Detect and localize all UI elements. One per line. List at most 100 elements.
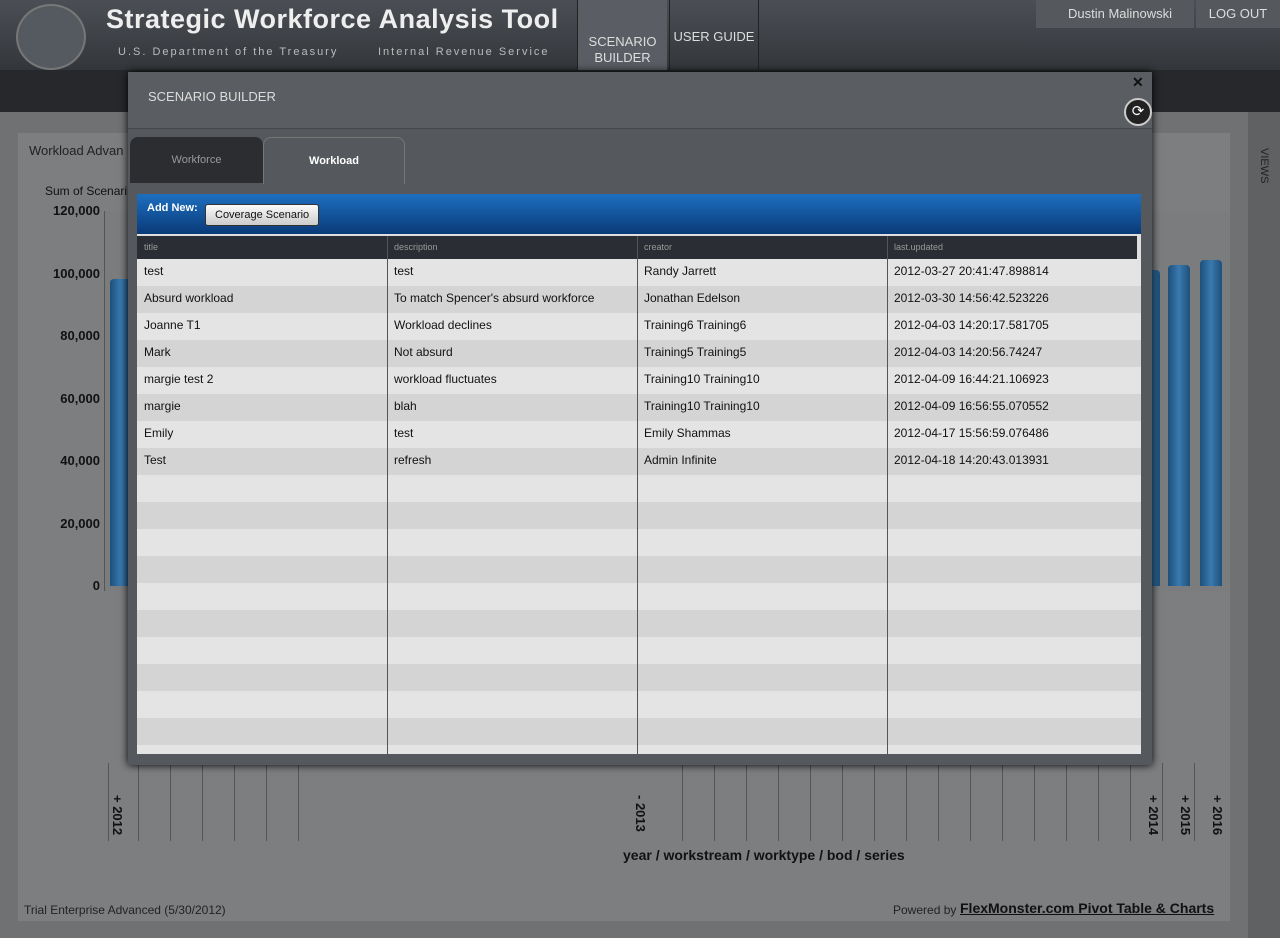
axis-line: [1130, 763, 1131, 841]
y-tick-label: 120,000: [53, 203, 100, 218]
modal: SCENARIO BUILDER ✕ ⟳ Workforce Workload …: [128, 72, 1152, 765]
axis-line: [842, 763, 843, 841]
table-row: [137, 691, 1141, 718]
side-label[interactable]: VIEWS: [1258, 148, 1270, 184]
axis-line: [1002, 763, 1003, 841]
table-row: [137, 583, 1141, 610]
close-button[interactable]: ✕: [1132, 74, 1144, 90]
modal-header: SCENARIO BUILDER ✕ ⟳: [128, 72, 1152, 129]
nav-item[interactable]: USER GUIDE: [669, 0, 759, 70]
x-label: - 2013: [633, 795, 648, 832]
axis-line: [970, 763, 971, 841]
nav-item[interactable]: SCENARIO BUILDER: [577, 0, 667, 70]
axis-line: [1162, 763, 1163, 841]
axis-line: [138, 763, 139, 841]
logout[interactable]: LOG OUT: [1196, 0, 1280, 28]
modal-title: SCENARIO BUILDER: [148, 89, 276, 104]
y-tick-label: 0: [92, 578, 100, 593]
table-row: [137, 502, 1141, 529]
app-title: Strategic Workforce Analysis Tool: [106, 4, 559, 34]
footer-text: Trial Enterprise Advanced (5/30/2012): [24, 903, 226, 917]
subtitle: U.S. Department of the Treasury: [118, 46, 339, 58]
table-row[interactable]: test test Randy Jarrett 2012-03-27 20:41:47…: [137, 259, 1141, 286]
column-header[interactable]: last.updated: [887, 236, 1137, 259]
table-cell: 2012-03-27 20:41:47.898814: [894, 264, 1049, 278]
table-cell: Not absurd: [394, 345, 453, 359]
table-cell: Training10 Training10: [644, 372, 760, 386]
table-cell: blah: [394, 399, 417, 413]
axis-line: [874, 763, 875, 841]
table-cell: workload fluctuates: [394, 372, 497, 386]
table-row[interactable]: Mark Not absurd Training5 Training5 2012-04…: [137, 340, 1141, 367]
table-cell: 2012-04-09 16:56:55.070552: [894, 399, 1049, 413]
refresh-button[interactable]: ⟳: [1124, 98, 1152, 126]
table-cell: Emily: [144, 426, 174, 440]
axis-line: [170, 763, 171, 841]
user-menu[interactable]: Dustin Malinowski: [1036, 0, 1194, 28]
axis-line: [298, 763, 299, 841]
column-header[interactable]: creator: [637, 236, 887, 259]
table-cell: Admin Infinite: [644, 453, 717, 467]
table-cell: test: [144, 264, 164, 278]
table-cell: To match Spencer's absurd workforce: [394, 291, 595, 305]
table-cell: 2012-04-17 15:56:59.076486: [894, 426, 1049, 440]
axis-line: [266, 763, 267, 841]
axis-line: [714, 763, 715, 841]
scenario-table: Add New: Coverage Scenario title descript…: [137, 194, 1141, 754]
table-cell: Absurd workload: [144, 291, 234, 305]
axis-line: [202, 763, 203, 841]
table-row[interactable]: margie test 2 workload fluctuates Training…: [137, 367, 1141, 394]
axis-line: [1066, 763, 1067, 841]
table-cell: margie: [144, 399, 181, 413]
table-row[interactable]: Emily test Emily Shammas 2012-04-17 15:56:5…: [137, 421, 1141, 448]
axis-line: [906, 763, 907, 841]
tab[interactable]: Workforce: [130, 137, 263, 183]
add-label: Add New:: [147, 202, 198, 214]
y-tick-label: 20,000: [60, 515, 100, 531]
column-header[interactable]: title: [137, 236, 387, 259]
bar-shape: [1168, 265, 1190, 586]
table-cell: Emily Shammas: [644, 426, 731, 440]
table-cell: 2012-03-30 14:56:42.523226: [894, 291, 1049, 305]
table-row[interactable]: margie blah Training10 Training10 2012-04-0…: [137, 394, 1141, 421]
axis-line: [1034, 763, 1035, 841]
axis-line: [682, 763, 683, 841]
x-label: + 2012: [110, 795, 125, 836]
header: Strategic Workforce Analysis Tool U.S. D…: [0, 0, 1280, 70]
table-cell: Training10 Training10: [644, 399, 760, 413]
table-row: [137, 475, 1141, 502]
table-cell: Jonathan Edelson: [644, 291, 741, 305]
table-cell: 2012-04-09 16:44:21.106923: [894, 372, 1049, 386]
axis-line: [1194, 763, 1195, 841]
add-button[interactable]: Coverage Scenario: [205, 204, 320, 226]
table-row[interactable]: Test refresh Admin Infinite 2012-04-18 14:2…: [137, 448, 1141, 475]
y-tick-label: 100,000: [53, 265, 100, 281]
table-cell: 2012-04-03 14:20:17.581705: [894, 318, 1049, 332]
footer-link[interactable]: FlexMonster.com Pivot Table & Charts: [960, 900, 1215, 916]
column-divider: [887, 236, 888, 754]
column-divider: [637, 236, 638, 754]
measure-label: Sum of Scenari: [45, 184, 128, 198]
table-row[interactable]: Absurd workload To match Spencer's absurd…: [137, 286, 1141, 313]
bar-shape: [1200, 260, 1222, 586]
table-cell: Randy Jarrett: [644, 264, 717, 278]
x-label: + 2015: [1178, 795, 1193, 836]
table-row: [137, 529, 1141, 556]
x-label: + 2016: [1210, 795, 1225, 836]
table-cell: test: [394, 426, 414, 440]
table-row: [137, 637, 1141, 664]
table-row[interactable]: Joanne T1 Workload declines Training6 Trai…: [137, 313, 1141, 340]
table-cell: Joanne T1: [144, 318, 201, 332]
tab-active[interactable]: Workload: [263, 137, 405, 184]
column-header[interactable]: description: [387, 236, 637, 259]
axis-line: [810, 763, 811, 841]
table-cell: refresh: [394, 453, 432, 467]
axis-title: year / workstream / worktype / bod / ser…: [623, 847, 905, 863]
table-row: [137, 610, 1141, 637]
axis-line: [1098, 763, 1099, 841]
axis-line: [938, 763, 939, 841]
side-bar: VIEWS: [1248, 112, 1280, 938]
table-cell: test: [394, 264, 414, 278]
table-cell: Test: [144, 453, 167, 467]
